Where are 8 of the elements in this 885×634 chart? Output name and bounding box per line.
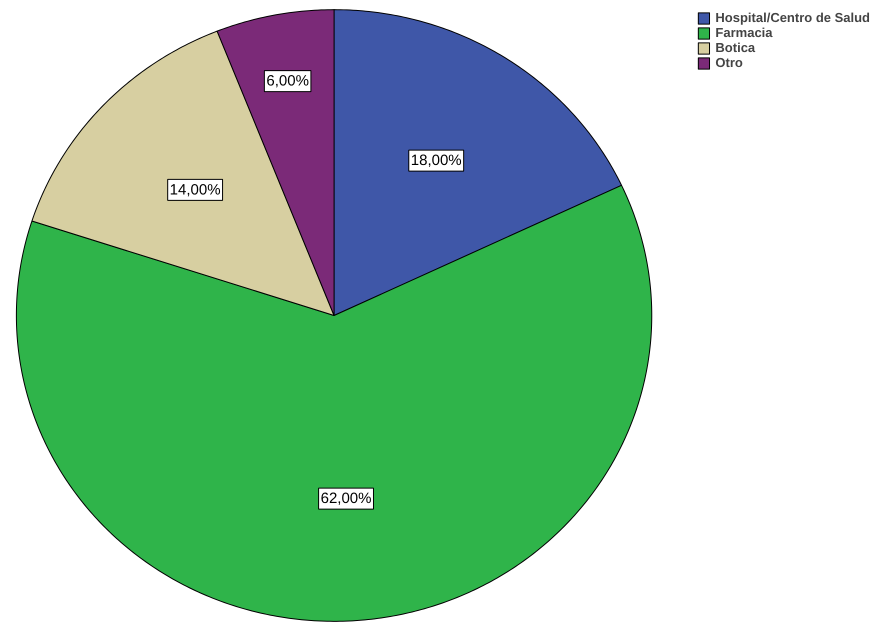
data-label: 62,00% (320, 490, 372, 508)
legend-label: Botica (715, 40, 756, 55)
data-label: 14,00% (170, 181, 221, 198)
data-label: 6,00% (266, 72, 309, 90)
data-label: 18,00% (410, 152, 462, 170)
legend-label: Hospital/Centro de Salud (715, 10, 870, 25)
legend-label: Otro (715, 55, 743, 70)
legend-label: Farmacia (715, 25, 773, 40)
